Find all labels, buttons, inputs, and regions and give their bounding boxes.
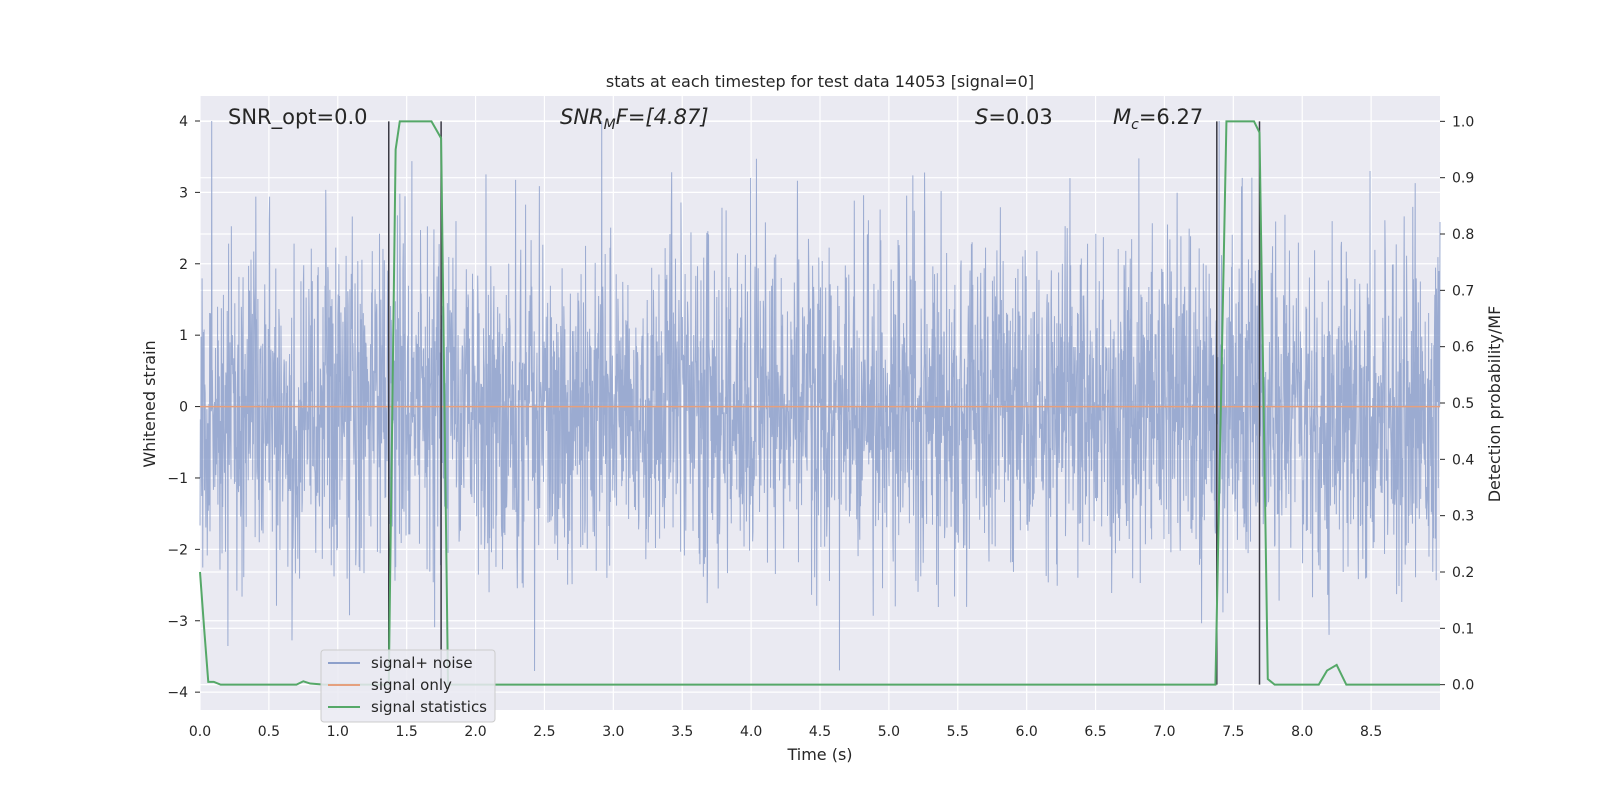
x-axis-ticks: 0.0 0.5 1.0 1.5 2.0 2.5 3.0 3.5 4.0 4.5 5.0 5.5 6.0 6…: [189, 724, 1382, 740]
x-tick-label: 2.0: [464, 724, 486, 740]
legend: signal+ noise signal only signal statist…: [320, 649, 496, 723]
s-val: =0.03: [988, 105, 1052, 129]
y-tick-label: −4: [167, 685, 188, 701]
x-tick-label: 8.0: [1291, 724, 1313, 740]
y-tick-label: 0: [179, 400, 188, 416]
annotation-s: S=0.03: [975, 105, 1053, 129]
x-axis-label: Time (s): [786, 745, 852, 764]
y-right-tick-label: 0.8: [1452, 227, 1474, 243]
y-right-tick-label: 0.0: [1452, 678, 1474, 694]
x-tick-label: 7.5: [1222, 724, 1244, 740]
x-tick-label: 0.0: [189, 724, 211, 740]
y-axis-ticks: −4 −3 −2 −1 0 1 2 3 4: [167, 114, 200, 701]
mc-val: =6.27: [1139, 105, 1203, 129]
y-axis-right-ticks: 0.0 0.1 0.2 0.3 0.4 0.5 0.6 0.7 0.8 0.9 1.0: [1440, 114, 1474, 694]
signal-noise-series: [199, 120, 1441, 672]
legend-label-signal-only: signal only: [371, 676, 452, 694]
y-axis-right-label: Detection probability/MF: [1485, 306, 1504, 503]
y-tick-label: −2: [167, 542, 188, 558]
y-right-tick-label: 0.7: [1452, 283, 1474, 299]
y-tick-label: −3: [167, 614, 188, 630]
x-tick-label: 3.5: [671, 724, 693, 740]
y-right-tick-label: 0.2: [1452, 565, 1474, 581]
legend-label-signal-statistics: signal statistics: [371, 698, 487, 716]
mc-var: M: [1113, 105, 1131, 129]
x-tick-label: 1.5: [396, 724, 418, 740]
annotation-snr-opt: SNR_opt=0.0: [228, 105, 368, 130]
x-tick-label: 1.0: [327, 724, 349, 740]
signal-noise-line: [199, 120, 1441, 672]
y-tick-label: 2: [179, 257, 188, 273]
chart-title: stats at each timestep for test data 140…: [606, 72, 1034, 91]
y-right-tick-label: 0.1: [1452, 621, 1474, 637]
y-right-tick-label: 0.9: [1452, 171, 1474, 187]
x-tick-label: 5.0: [878, 724, 900, 740]
x-tick-label: 4.0: [740, 724, 762, 740]
y-tick-label: −1: [167, 471, 188, 487]
x-tick-label: 6.5: [1084, 724, 1106, 740]
y-right-tick-label: 1.0: [1452, 114, 1474, 130]
snr-mf-base: SNR: [560, 105, 604, 129]
s-var: S: [975, 105, 988, 129]
y-tick-label: 4: [179, 114, 188, 130]
mc-sub: c: [1131, 117, 1139, 133]
x-tick-label: 4.5: [809, 724, 831, 740]
x-tick-label: 8.5: [1360, 724, 1382, 740]
annotation-snr-mf: SNRMF=[4.87]: [560, 105, 709, 133]
y-right-tick-label: 0.3: [1452, 509, 1474, 525]
y-tick-label: 1: [179, 328, 188, 344]
y-right-tick-label: 0.5: [1452, 396, 1474, 412]
legend-label-signal-noise: signal+ noise: [371, 654, 473, 672]
x-tick-label: 3.0: [602, 724, 624, 740]
x-tick-label: 0.5: [258, 724, 280, 740]
legend-box: [320, 649, 496, 723]
y-right-tick-label: 0.6: [1452, 340, 1474, 356]
x-tick-label: 2.5: [533, 724, 555, 740]
x-tick-label: 5.5: [947, 724, 969, 740]
y-axis-label: Whitened strain: [140, 340, 159, 467]
annotation-mc: Mc=6.27: [1113, 105, 1203, 133]
y-right-tick-label: 0.4: [1452, 452, 1474, 468]
x-tick-label: 6.0: [1016, 724, 1038, 740]
x-tick-label: 7.0: [1153, 724, 1175, 740]
snr-mf-rest: F=[4.87]: [616, 105, 709, 129]
snr-mf-sub: M: [604, 117, 616, 133]
y-tick-label: 3: [179, 185, 188, 201]
